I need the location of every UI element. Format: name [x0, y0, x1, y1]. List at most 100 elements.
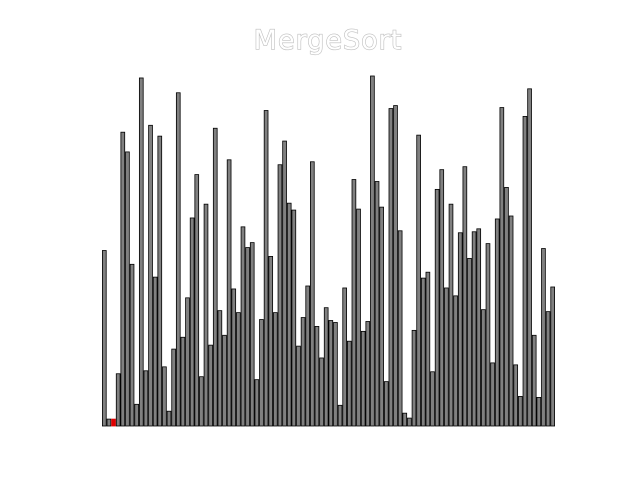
bar [513, 364, 519, 427]
bars-group [102, 75, 556, 427]
bar [536, 397, 542, 427]
bar [120, 131, 126, 427]
bar [439, 169, 445, 427]
bar [518, 396, 523, 427]
bar [236, 312, 241, 427]
bar [134, 403, 139, 427]
bar [481, 309, 486, 427]
bar [411, 329, 417, 427]
bar [370, 75, 375, 427]
bar [162, 366, 167, 427]
bar [282, 140, 287, 427]
bar [259, 319, 264, 427]
bar [494, 218, 500, 427]
bar [199, 376, 204, 427]
bar [425, 271, 431, 427]
bar [175, 92, 181, 427]
bar [138, 77, 144, 427]
bar [527, 88, 532, 427]
bar [522, 116, 528, 427]
bar [337, 404, 343, 427]
bar [541, 248, 546, 427]
bar [490, 362, 495, 427]
bar [240, 226, 246, 427]
bar [416, 134, 421, 427]
bar [508, 215, 514, 427]
bar [310, 161, 315, 427]
bar [333, 322, 338, 427]
bar [457, 232, 463, 427]
bar [393, 105, 398, 427]
bar [383, 381, 389, 427]
bar [143, 370, 149, 427]
bar [531, 334, 537, 427]
bar [360, 330, 366, 427]
bar [102, 250, 107, 427]
bar [189, 217, 195, 427]
bar [319, 357, 324, 427]
bar [129, 263, 135, 427]
bar [499, 107, 505, 427]
bar [504, 187, 509, 427]
bar [379, 206, 384, 427]
bar [448, 203, 454, 427]
bar [152, 276, 158, 427]
bar [444, 287, 449, 427]
bar [434, 188, 440, 427]
bar [106, 418, 112, 427]
bar [185, 297, 190, 427]
bar [453, 295, 458, 427]
bar [166, 410, 172, 427]
bar [342, 287, 347, 427]
bar [263, 110, 269, 427]
bar [212, 127, 218, 427]
bar [268, 256, 274, 427]
bar [296, 345, 301, 427]
bar [157, 135, 163, 427]
bar [222, 334, 227, 427]
bar [194, 174, 200, 427]
bar [203, 203, 209, 427]
bar [245, 247, 250, 427]
bar [471, 231, 477, 427]
bar [545, 311, 551, 427]
bar [217, 310, 223, 427]
bar [148, 124, 153, 427]
bar [171, 348, 176, 427]
bar [550, 286, 556, 427]
bar [397, 230, 403, 427]
bar [402, 412, 408, 427]
bar [300, 317, 306, 427]
bar [407, 417, 412, 427]
bar [231, 288, 237, 427]
bar [286, 202, 292, 427]
bar [277, 164, 283, 427]
bar [462, 166, 468, 427]
bar [254, 379, 260, 427]
bar [291, 209, 297, 427]
bar [208, 344, 213, 427]
chart-title: MergeSort [254, 25, 403, 56]
bar [328, 320, 334, 427]
bar [420, 277, 426, 427]
bar [374, 181, 380, 427]
bar [249, 242, 255, 427]
bar [467, 257, 472, 427]
bar [351, 179, 357, 427]
bar [115, 373, 121, 427]
bar [485, 243, 491, 427]
bar [125, 151, 130, 427]
bar [476, 228, 482, 427]
bar [226, 159, 232, 427]
bar [388, 108, 394, 427]
bar [314, 326, 320, 427]
bar [273, 312, 278, 427]
bar [365, 321, 371, 427]
bar [180, 336, 186, 427]
bar [430, 371, 435, 427]
bar-highlighted [111, 418, 116, 427]
bar [305, 285, 311, 427]
bar [356, 208, 361, 427]
bar [346, 340, 352, 427]
